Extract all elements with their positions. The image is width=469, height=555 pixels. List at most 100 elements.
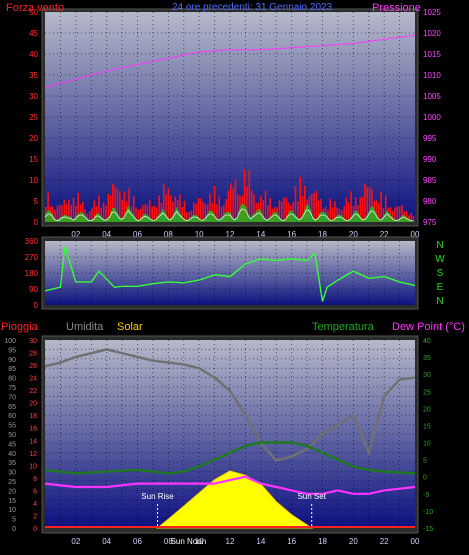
time-tick-label: 06 [133,537,142,546]
wind-average-area [45,203,415,222]
wind-gust-bar [213,185,216,222]
wind-gust-bar [146,204,149,222]
time-tick-label: 22 [380,230,389,239]
pressure-tick-label: 1025 [423,8,441,17]
humidity-tick-label: 85 [8,366,16,373]
rain-tick-label: 22 [29,388,37,395]
time-tick-label: 02 [71,537,80,546]
temperature-tick-label: -10 [423,509,433,516]
wind-tick-label: 0 [34,218,39,227]
wind-gust-bar [47,192,49,222]
wind-gust-bar [132,196,135,222]
direction-tick-label: 270 [25,253,39,262]
wind-gust-bar [389,207,392,222]
wind-gust-bar [283,197,285,222]
wind-gust-bar [408,215,410,222]
wind-tick-label: 10 [29,176,38,185]
grid [45,12,415,222]
wind-gust-bar [223,205,225,222]
humidity-tick-label: 15 [8,498,16,505]
pressure-tick-label: 1000 [423,113,441,122]
humidity-tick-label: 20 [8,488,16,495]
direction-axis-ticks: 0 90 180 270 360 [25,237,39,310]
time-tick-label: 00 [411,230,420,239]
humidity-tick-label: 55 [8,423,16,430]
wind-gust-bar [204,203,207,222]
pressure-tick-label: 975 [423,218,437,227]
wind-gust-bar [269,197,271,222]
wind-gust-bar [280,201,283,222]
temperature-line [44,441,416,475]
sun-rise-label: Sun Rise [141,492,174,501]
time-tick-label: 10 [195,537,204,546]
wind-gust-bar [100,207,103,222]
wind-gust-bar [260,195,262,222]
wind-gust-bar [98,195,100,222]
rain-tick-label: 2 [33,513,37,520]
wind-detail-line [44,208,413,221]
wind-gust-bar [297,201,299,222]
wind-gust-bar [123,191,126,222]
time-tick-label: 04 [102,230,111,239]
direction-tick-label: 360 [25,237,39,246]
wind-gust-bar [401,205,403,222]
wind-gust-bar [410,212,412,222]
rain-tick-label: 4 [33,501,37,508]
wind-axis-ticks: 0 5 10 15 20 25 30 35 40 45 50 [29,8,38,227]
humidity-line [44,348,416,462]
humidity-tick-label: 35 [8,460,16,467]
time-tick-label: 02 [71,230,80,239]
rain-tick-label: 10 [29,463,37,470]
wind-gust-bar [70,205,73,222]
compass-label: N [436,296,443,307]
wind-gust-bar [315,190,318,222]
wind-gust-bar [105,205,107,222]
rain-tick-label: 28 [29,351,37,358]
wind-gust-bar [378,203,380,222]
wind-gust-bar [153,205,156,222]
rain-tick-label: 14 [29,438,37,445]
wind-gust-bar [313,192,315,222]
pressure-tick-label: 1015 [423,50,441,59]
wind-gust-bar [329,198,332,222]
sun-noon-label: Sun Noon [171,537,207,546]
wind-gust-bar [77,192,79,222]
wind-gust-bar [347,202,350,222]
wind-gust-bar [220,206,223,222]
wind-gust-bar [91,208,93,222]
direction-tick-label: 180 [25,269,39,278]
wind-gust-bar [310,194,313,222]
temperature-tick-label: 10 [423,441,431,448]
time-tick-label: 18 [318,230,327,239]
wind-gust-bar [253,194,255,222]
humidity-tick-label: 10 [8,507,16,514]
rain-tick-label: 6 [33,488,37,495]
compass-label: W [435,254,445,265]
wind-gust-bar [72,197,75,222]
wind-gust-bar [63,199,66,222]
temperature-tick-label: 25 [423,389,431,396]
wind-gust-bar [190,210,193,222]
temperature-tick-label: 40 [423,338,431,345]
time-tick-label: 10 [195,230,204,239]
wind-gust-bar [262,200,264,222]
wind-gust-bar [292,201,295,222]
wind-gust-bar [267,205,269,222]
wind-gust-bar [368,186,371,222]
solar-area [156,470,314,529]
wind-gust-bar [151,206,153,222]
time-tick-label: 12 [226,537,235,546]
rain-tick-label: 16 [29,426,37,433]
sun-set-label: Sun Set [297,492,326,501]
temperature-tick-label: 0 [423,475,427,482]
wind-gust-bar [179,194,181,222]
direction-tick-label: 0 [34,301,39,310]
wind-gust-bar [317,200,320,222]
wind-gust-bar [186,211,188,222]
wind-gust-bar [88,210,91,222]
wind-gust-bar [243,169,246,222]
wind-gust-bar [327,209,329,222]
wind-gust-bar [142,205,144,222]
humidity-tick-label: 40 [8,451,16,458]
